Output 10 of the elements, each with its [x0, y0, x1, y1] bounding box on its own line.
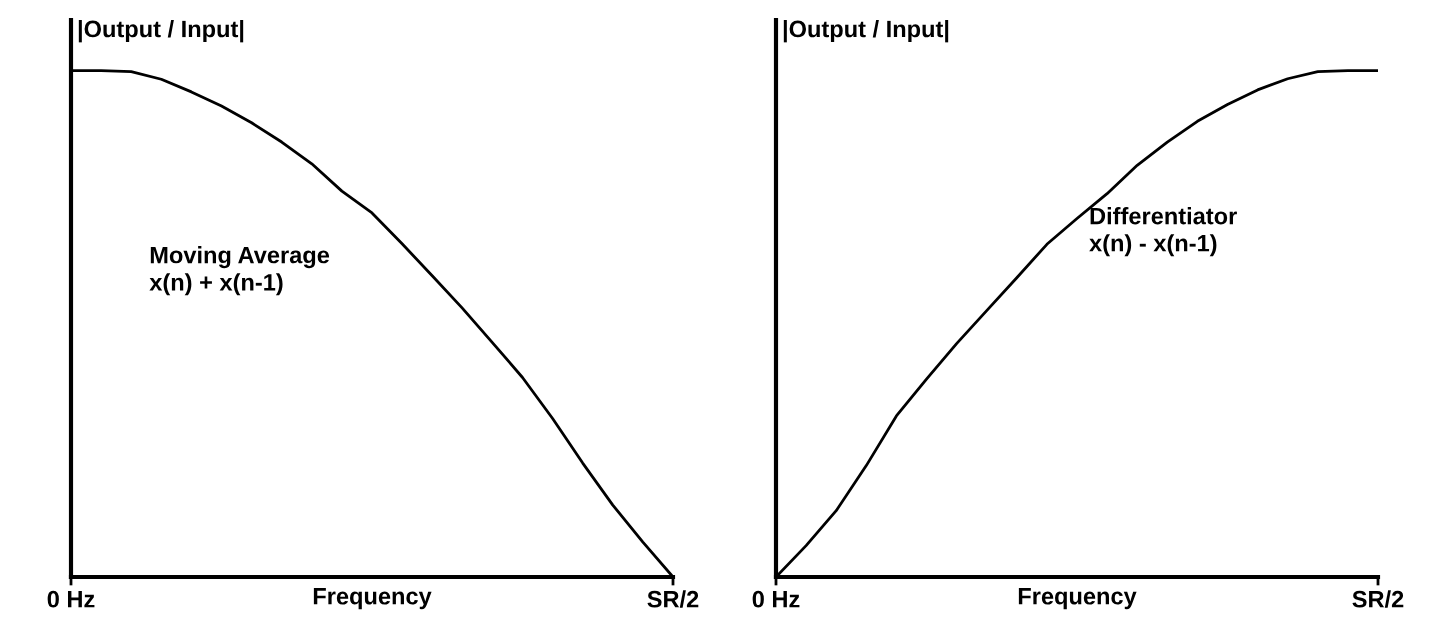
x-tick-label: SR/2 [1352, 590, 1404, 608]
x-tick-label: 0 Hz [47, 590, 95, 608]
x-axis-title: Frequency [313, 588, 432, 610]
y-axis-title: |Output / Input| [78, 20, 244, 43]
annotation: Differentiator x(n) - x(n-1) [1089, 207, 1237, 257]
x-tick-label: 0 Hz [752, 590, 800, 608]
annotation: Moving Average x(n) + x(n-1) [149, 246, 330, 296]
y-axis-title: |Output / Input| [783, 20, 949, 43]
x-tick-label: SR/2 [647, 590, 699, 608]
x-axis-title: Frequency [1018, 588, 1137, 610]
